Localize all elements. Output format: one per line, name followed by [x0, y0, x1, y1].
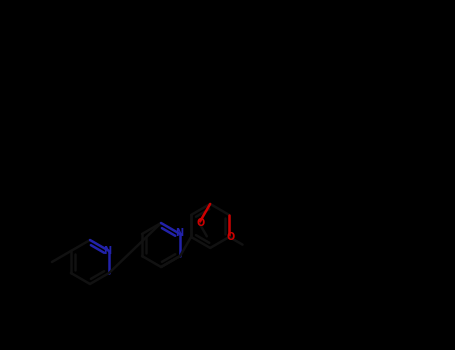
Text: O: O	[226, 232, 234, 242]
Text: O: O	[196, 218, 204, 228]
Text: N: N	[103, 246, 111, 256]
Text: N: N	[175, 228, 183, 238]
